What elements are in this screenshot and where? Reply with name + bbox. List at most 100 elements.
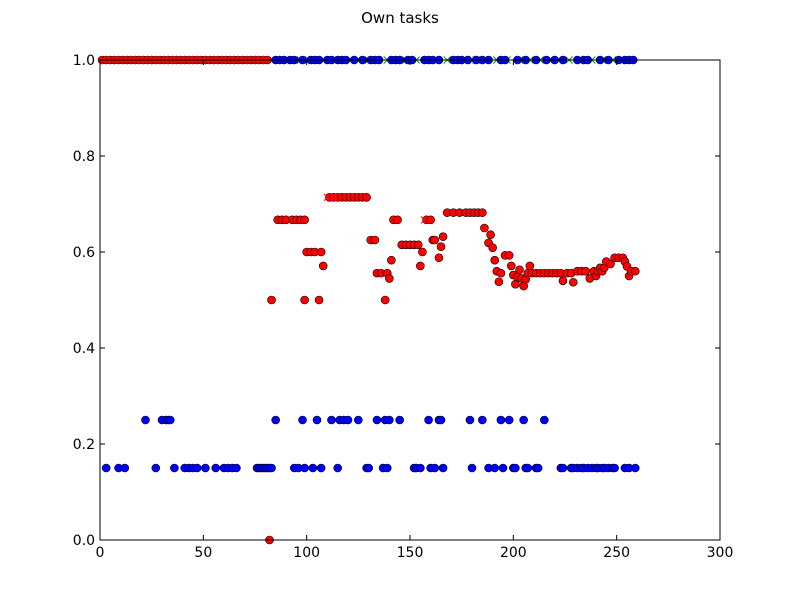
data-point xyxy=(523,463,533,473)
data-point xyxy=(416,261,425,271)
x-tick-label: 300 xyxy=(707,545,734,561)
data-point xyxy=(418,247,427,257)
data-point xyxy=(387,255,396,265)
data-point xyxy=(465,415,475,425)
data-point xyxy=(300,295,309,305)
data-point xyxy=(488,243,497,252)
data-point xyxy=(141,415,150,425)
y-tick-label: 0.2 xyxy=(73,437,95,453)
data-point xyxy=(540,415,549,425)
series-1 xyxy=(265,192,640,545)
data-point xyxy=(120,463,130,473)
data-point xyxy=(430,235,440,245)
data-point xyxy=(170,463,179,473)
x-tick-label: 0 xyxy=(96,545,105,561)
series-2 xyxy=(323,193,429,224)
y-tick-label: 0.6 xyxy=(73,245,95,261)
data-point xyxy=(300,215,309,225)
data-point xyxy=(490,463,500,473)
data-point xyxy=(498,463,508,473)
data-point xyxy=(478,415,487,425)
x-tick-label: 50 xyxy=(194,545,212,561)
data-point xyxy=(467,463,477,473)
data-point xyxy=(506,261,516,271)
x-tick-label: 250 xyxy=(603,545,630,561)
data-point xyxy=(416,463,425,473)
data-point xyxy=(438,232,448,241)
x-tick-label: 200 xyxy=(500,545,527,561)
data-point xyxy=(490,255,500,265)
data-point xyxy=(385,274,394,283)
data-point xyxy=(380,295,390,305)
data-point xyxy=(333,463,342,473)
y-tick-label: 1.0 xyxy=(73,53,95,69)
data-point xyxy=(370,235,380,245)
data-point xyxy=(232,463,241,473)
y-tick-label: 0.8 xyxy=(73,149,95,165)
data-point xyxy=(496,415,506,425)
data-point xyxy=(372,415,382,425)
data-point xyxy=(211,463,221,473)
data-point xyxy=(151,463,161,473)
data-point xyxy=(511,279,520,289)
data-point xyxy=(314,295,324,305)
data-point xyxy=(393,215,402,225)
data-point xyxy=(426,215,435,225)
data-point xyxy=(568,277,578,287)
data-point xyxy=(430,463,440,473)
data-point xyxy=(438,463,448,473)
data-point xyxy=(480,223,489,233)
data-point xyxy=(606,259,615,269)
data-point xyxy=(300,463,309,473)
x-tick-label: 100 xyxy=(293,545,320,561)
data-point xyxy=(385,415,394,425)
data-point xyxy=(354,415,363,425)
data-point xyxy=(267,295,276,305)
data-point xyxy=(316,463,326,473)
data-point xyxy=(362,192,371,202)
data-point xyxy=(478,208,487,217)
data-point xyxy=(630,463,640,473)
data-point xyxy=(610,463,619,473)
data-point xyxy=(519,415,528,425)
data-point xyxy=(192,463,202,473)
data-point xyxy=(298,415,307,425)
data-point xyxy=(395,415,404,425)
data-point xyxy=(165,415,175,425)
data-point xyxy=(312,415,322,425)
data-point xyxy=(558,463,568,473)
chart-title: Own tasks xyxy=(361,9,439,27)
data-point xyxy=(413,240,423,250)
data-point xyxy=(101,463,111,473)
data-point xyxy=(316,247,326,257)
data-point xyxy=(581,266,590,276)
data-point xyxy=(436,415,446,425)
data-point xyxy=(308,463,318,473)
data-point xyxy=(318,261,328,271)
data-point xyxy=(382,463,392,473)
y-tick-label: 0.4 xyxy=(73,341,95,357)
data-point xyxy=(496,268,506,278)
data-point xyxy=(511,463,520,473)
data-point xyxy=(331,193,340,202)
series-0 xyxy=(101,415,640,473)
data-point xyxy=(267,463,276,473)
data-point xyxy=(558,276,568,286)
data-point xyxy=(494,277,504,287)
data-point xyxy=(420,215,429,224)
data-point xyxy=(424,415,433,425)
x-tick-label: 150 xyxy=(397,545,424,561)
data-point xyxy=(434,253,444,263)
data-point xyxy=(504,251,514,260)
axes: 0 50 100 150 200 250 300 0.0 0.2 0.4 0.6 0.8 1.0 xyxy=(73,53,734,561)
data-point xyxy=(525,261,535,271)
data-point xyxy=(201,463,210,473)
data-point xyxy=(630,266,640,276)
data-point xyxy=(533,463,543,473)
y-tick-label: 0.0 xyxy=(73,533,95,549)
data-point xyxy=(436,242,446,252)
data-point xyxy=(486,230,495,240)
data-point xyxy=(327,415,336,425)
